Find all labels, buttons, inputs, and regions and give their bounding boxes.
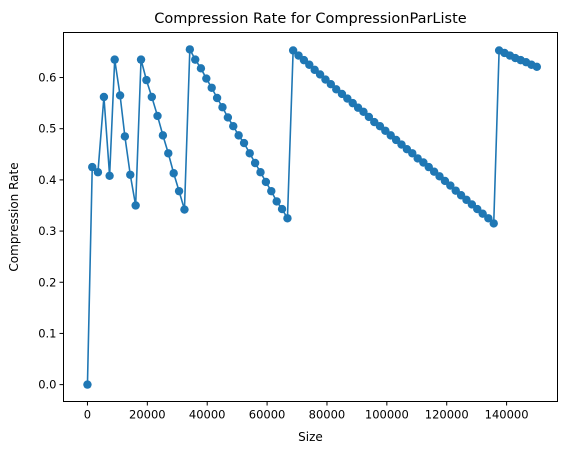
data-point xyxy=(212,93,222,103)
data-point xyxy=(532,62,542,71)
x-tick-label: 40000 xyxy=(189,408,226,422)
x-axis-label: Size xyxy=(298,430,323,444)
x-tick-label: 0 xyxy=(84,408,91,422)
data-point xyxy=(136,55,146,64)
data-point xyxy=(93,168,103,177)
data-point xyxy=(83,380,92,389)
plot-area xyxy=(83,45,542,389)
data-point xyxy=(256,168,265,177)
data-point xyxy=(196,64,206,73)
data-point xyxy=(191,55,200,64)
y-axis-ticks: 0.0 0.1 0.2 0.3 0.4 0.5 0.6 xyxy=(38,71,64,392)
x-tick-label: 140000 xyxy=(485,408,529,422)
data-point xyxy=(484,214,493,223)
x-tick-label: 80000 xyxy=(309,408,346,422)
chart-title: Compression Rate for CompressionParListe xyxy=(154,11,466,27)
data-point xyxy=(169,169,178,178)
axes-frame xyxy=(63,32,558,402)
data-point xyxy=(277,204,287,214)
data-point xyxy=(88,162,97,172)
data-point xyxy=(315,70,325,79)
x-tick-label: 20000 xyxy=(129,408,166,422)
data-point xyxy=(489,219,498,228)
data-point xyxy=(164,149,173,158)
data-point xyxy=(288,46,298,55)
y-tick-label: 0.0 xyxy=(38,378,56,392)
x-tick-label: 120000 xyxy=(425,408,469,422)
data-point xyxy=(261,177,271,187)
data-point xyxy=(223,113,233,122)
y-tick-label: 0.1 xyxy=(38,326,56,340)
data-point xyxy=(359,107,368,117)
x-tick-label: 100000 xyxy=(365,408,409,422)
data-point xyxy=(115,91,125,100)
data-point xyxy=(305,60,314,69)
data-point xyxy=(267,186,276,196)
data-point xyxy=(326,79,336,89)
data-point xyxy=(174,186,184,196)
data-point xyxy=(239,138,249,148)
data-point xyxy=(272,197,281,206)
data-point xyxy=(229,121,238,131)
data-point xyxy=(185,45,195,54)
data-point xyxy=(126,170,135,179)
data-point xyxy=(234,131,243,140)
y-tick-label: 0.3 xyxy=(38,224,56,238)
data-point xyxy=(131,201,140,210)
y-axis-label: Compression Rate xyxy=(7,162,21,271)
data-point xyxy=(245,149,254,158)
data-point xyxy=(283,214,292,223)
data-point xyxy=(202,74,211,83)
data-point xyxy=(207,83,216,92)
x-axis-ticks: 0 20000 40000 60000 80000 100000 120000 140000 xyxy=(84,401,529,422)
data-point xyxy=(218,103,227,112)
data-point xyxy=(478,209,487,218)
y-tick-label: 0.2 xyxy=(38,275,56,289)
x-tick-label: 60000 xyxy=(249,408,286,422)
data-point xyxy=(446,181,455,190)
data-point xyxy=(153,111,162,121)
data-point xyxy=(142,75,151,85)
y-tick-label: 0.5 xyxy=(38,122,56,136)
data-point xyxy=(250,158,260,168)
data-point xyxy=(408,149,417,158)
data-point xyxy=(99,92,109,102)
data-point xyxy=(332,85,341,94)
data-point xyxy=(147,92,157,102)
data-point xyxy=(120,132,130,141)
data-point xyxy=(180,205,189,214)
data-point xyxy=(158,131,168,140)
data-point xyxy=(364,112,374,122)
y-tick-label: 0.6 xyxy=(38,71,56,85)
data-point xyxy=(110,55,119,64)
y-tick-label: 0.4 xyxy=(38,173,56,187)
data-point xyxy=(105,171,114,181)
